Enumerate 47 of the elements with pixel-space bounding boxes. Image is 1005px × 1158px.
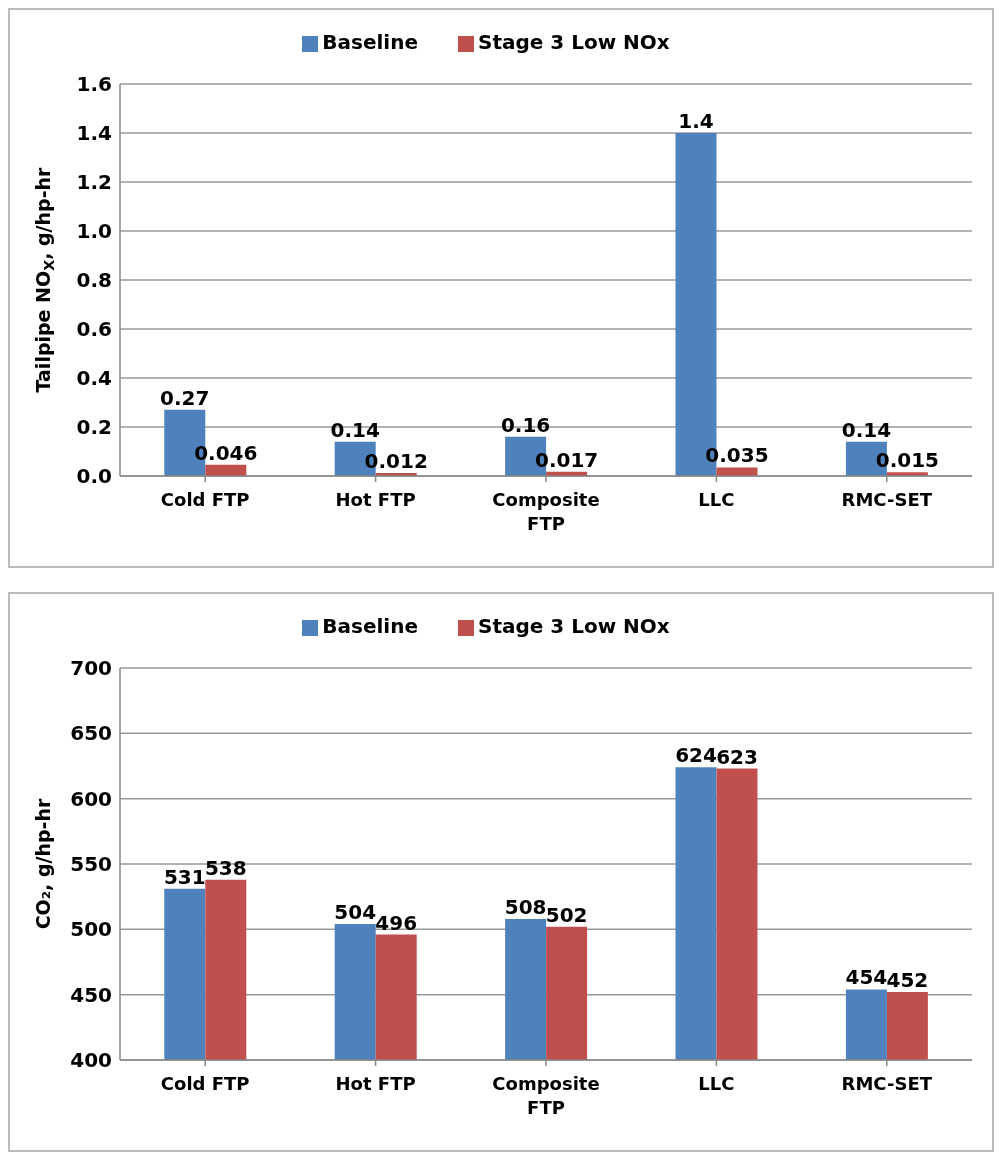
data-label: 504 [334, 900, 377, 925]
legend-label: Baseline [322, 30, 418, 54]
y-tick-label: 0.8 [76, 268, 112, 293]
x-tick-label: Composite FTP [492, 489, 600, 534]
data-label: 531 [163, 864, 206, 889]
data-label: 454 [845, 965, 888, 990]
y-tick-label: 1.2 [76, 170, 112, 195]
y-axis-title: CO₂, g/hp-hr [32, 798, 54, 930]
y-tick-label: 700 [70, 656, 112, 681]
x-tick-label: LLC [698, 489, 735, 510]
y-tick-label: 400 [70, 1048, 112, 1073]
y-tick-label: 1.4 [76, 121, 112, 146]
x-tick-label: Hot FTP [335, 489, 416, 510]
data-label: 502 [545, 902, 588, 927]
y-tick-label: 550 [70, 852, 112, 877]
data-label: 623 [716, 744, 758, 769]
x-tick-label: Cold FTP [160, 1073, 250, 1094]
y-tick-label: 500 [70, 917, 112, 942]
x-tick-label: Cold FTP [160, 489, 250, 510]
x-tick-label: Hot FTP [335, 1073, 416, 1094]
y-tick-label: 0.0 [76, 464, 112, 489]
data-label: 624 [675, 743, 717, 768]
data-label: 0.14 [841, 417, 892, 442]
legend-label: Baseline [322, 614, 418, 638]
data-label: 496 [375, 910, 418, 935]
y-tick-label: 0.6 [76, 317, 112, 342]
data-label: 0.27 [160, 385, 210, 410]
y-tick-label: 450 [70, 982, 112, 1007]
legend-label: Stage 3 Low NOx [477, 30, 670, 54]
bar [716, 467, 758, 476]
y-tick-label: 650 [70, 721, 112, 746]
data-label: 538 [204, 855, 247, 880]
y-tick-label: 1.0 [76, 219, 112, 244]
data-label: 452 [886, 968, 929, 993]
data-label: 0.16 [500, 412, 551, 437]
x-tick-label: RMC-SET [841, 489, 933, 510]
x-tick-label: Composite FTP [492, 1073, 600, 1118]
y-tick-label: 0.4 [76, 366, 112, 391]
data-label: 508 [504, 894, 547, 919]
x-tick-label: RMC-SET [841, 1073, 933, 1094]
y-tick-label: 1.6 [76, 72, 112, 97]
y-tick-label: 600 [70, 786, 112, 811]
legend-label: Stage 3 Low NOx [477, 614, 670, 638]
data-label: 1.4 [678, 109, 714, 133]
y-tick-label: 0.2 [76, 415, 112, 440]
data-label: 0.14 [330, 417, 380, 442]
x-tick-label: LLC [698, 1073, 735, 1094]
